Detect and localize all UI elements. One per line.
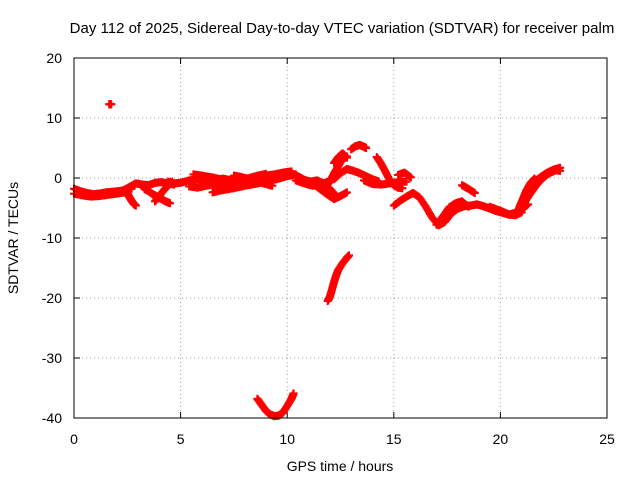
series-arc-g3 <box>330 149 351 167</box>
series-arc-m3 <box>530 163 565 186</box>
y-tick-label: 20 <box>46 50 62 66</box>
series-arc-h <box>347 141 371 154</box>
series-arc-k <box>432 197 473 229</box>
x-tick-label: 10 <box>279 431 295 447</box>
data-point <box>345 251 354 260</box>
axis-ticks: 0 5 10 15 20 25 -40 -30 -20 -10 0 10 20 <box>42 50 615 447</box>
data-point <box>289 389 298 398</box>
data-point <box>131 201 140 210</box>
series-arc-b-drop <box>123 189 140 210</box>
y-tick-label: 10 <box>46 110 62 126</box>
grid <box>74 58 607 418</box>
x-tick-label: 20 <box>493 431 509 447</box>
data-point <box>556 163 565 172</box>
y-tick-label: -10 <box>42 230 62 246</box>
data-point <box>464 202 473 211</box>
y-tick-label: -20 <box>42 290 62 306</box>
y-tick-label: -40 <box>42 410 62 426</box>
x-tick-label: 5 <box>177 431 185 447</box>
data-points <box>70 100 565 421</box>
data-point <box>470 189 479 197</box>
x-tick-label: 15 <box>386 431 402 447</box>
y-tick-label: -30 <box>42 350 62 366</box>
data-point <box>402 177 411 186</box>
series-arc-dip <box>323 251 354 305</box>
data-point <box>261 169 270 178</box>
series-arc-e <box>189 169 270 186</box>
data-point <box>268 181 277 190</box>
data-point <box>342 188 351 197</box>
x-axis-label: GPS time / hours <box>287 458 394 474</box>
series-arc-trough <box>253 389 298 421</box>
data-point <box>342 153 351 162</box>
y-tick-label: 0 <box>54 170 62 186</box>
series-outlier <box>105 100 116 109</box>
plot-frame <box>73 57 608 419</box>
data-point <box>362 144 371 152</box>
series-arc-f3 <box>304 177 351 203</box>
y-axis-label: SDTVAR / TECUs <box>5 182 21 294</box>
x-tick-label: 25 <box>599 431 615 447</box>
series-arc-i2 <box>359 176 411 189</box>
data-point <box>165 199 174 208</box>
data-point <box>107 100 116 109</box>
data-point <box>406 173 415 182</box>
series-arc-j2 <box>394 168 415 182</box>
chart-title: Day 112 of 2025, Sidereal Day-to-day VTE… <box>70 20 615 37</box>
series-arc-k2 <box>458 181 479 197</box>
x-tick-label: 0 <box>70 431 78 447</box>
